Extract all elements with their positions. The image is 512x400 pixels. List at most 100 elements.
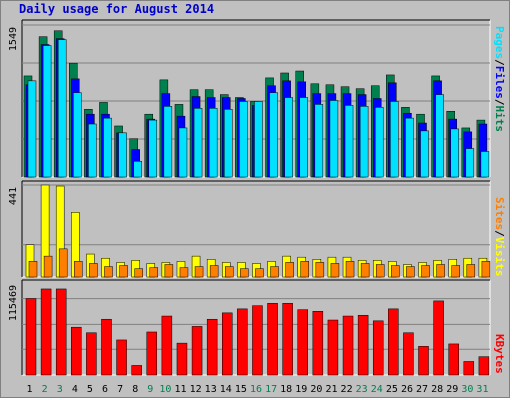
kbytes-bar-27 [418, 346, 429, 376]
kbytes-bar-24 [372, 320, 384, 376]
kbytes-bar-5 [86, 332, 97, 376]
day-label-6: 6 [102, 384, 108, 395]
kbytes-bar-1 [25, 298, 37, 376]
pages-bar-2 [42, 45, 52, 178]
sites-bar-2 [43, 255, 53, 278]
sites-bar-28 [436, 264, 445, 278]
sites-bar-1 [28, 261, 38, 278]
sites-bar-27 [421, 265, 430, 278]
day-label-19: 19 [295, 384, 307, 395]
pages-bar-31 [480, 151, 490, 178]
day-label-27: 27 [416, 384, 428, 395]
kbytes-bar-6 [101, 318, 112, 376]
chart-title: Daily usage for August 2014 [19, 2, 215, 16]
day-label-3: 3 [57, 384, 63, 395]
sites-bar-29 [451, 265, 460, 278]
day-label-21: 21 [325, 384, 337, 395]
sites-bar-20 [315, 262, 325, 278]
day-label-7: 7 [117, 384, 123, 395]
sites-bar-17 [270, 266, 279, 278]
kbytes-bar-26 [403, 332, 414, 376]
hits-legend: Pages/Files/Hits [493, 26, 506, 132]
sites-bar-31 [481, 261, 491, 278]
legend-files: Files [493, 66, 506, 99]
day-label-29: 29 [446, 384, 458, 395]
sites-bar-15 [240, 268, 249, 278]
kbytes-bar-28 [433, 300, 444, 376]
day-label-30: 30 [461, 384, 473, 395]
pages-bar-30 [465, 148, 475, 178]
day-label-24: 24 [371, 384, 383, 395]
panel-visits-bg [22, 181, 490, 277]
kbytes-bar-21 [327, 319, 339, 376]
pages-bar-6 [103, 117, 112, 178]
day-label-26: 26 [401, 384, 413, 395]
kbytes-bar-4 [71, 326, 82, 376]
day-label-9: 9 [147, 384, 153, 395]
kbytes-y-max-label: 115469 [8, 285, 19, 321]
sites-bar-4 [74, 261, 83, 278]
kbytes-bar-29 [448, 343, 459, 376]
day-label-22: 22 [341, 384, 353, 395]
pages-bar-7 [118, 132, 127, 178]
kbytes-bar-3 [55, 288, 67, 376]
pages-bar-23 [359, 106, 369, 178]
pages-bar-12 [193, 108, 203, 178]
pages-bar-19 [299, 97, 308, 178]
pages-bar-26 [405, 117, 414, 178]
sites-bar-6 [104, 266, 113, 278]
kbytes-bar-17 [267, 303, 278, 376]
pages-bar-18 [284, 97, 293, 178]
day-label-23: 23 [356, 384, 368, 395]
pages-bar-9 [148, 119, 158, 178]
day-label-5: 5 [87, 384, 93, 395]
pages-bar-21 [329, 100, 339, 178]
kbytes-bar-22 [342, 315, 354, 376]
pages-bar-10 [163, 106, 173, 178]
day-label-11: 11 [174, 384, 186, 395]
sites-bar-22 [345, 261, 355, 278]
day-label-17: 17 [265, 384, 277, 395]
legend-sep: / [493, 99, 506, 106]
pages-bar-15 [239, 101, 248, 178]
pages-bar-4 [73, 92, 82, 178]
pages-bar-3 [57, 39, 67, 178]
legend-pages: Pages [493, 26, 506, 59]
sites-bar-30 [466, 264, 476, 278]
pages-bar-20 [314, 104, 324, 178]
kbytes-bar-19 [297, 309, 308, 376]
day-label-1: 1 [27, 384, 33, 395]
kbytes-bar-13 [206, 318, 218, 376]
day-label-31: 31 [476, 384, 488, 395]
pages-bar-16 [254, 101, 263, 178]
kbytes-bar-31 [478, 356, 490, 376]
sites-bar-13 [209, 265, 219, 278]
kbytes-legend: KBytes [493, 334, 506, 374]
day-label-15: 15 [235, 384, 247, 395]
day-label-8: 8 [132, 384, 138, 395]
kbytes-bar-2 [40, 288, 52, 376]
sites-bar-26 [406, 266, 415, 278]
pages-bar-28 [435, 94, 444, 178]
sites-bar-11 [179, 267, 189, 278]
day-label-13: 13 [205, 384, 217, 395]
legend-sites: Sites [493, 197, 506, 230]
kbytes-bar-20 [312, 311, 324, 376]
kbytes-bar-9 [146, 331, 158, 376]
kbytes-bar-11 [176, 342, 188, 376]
pages-bar-17 [269, 92, 278, 178]
legend-kbytes: KBytes [493, 334, 506, 374]
sites-bar-5 [89, 263, 98, 278]
sites-bar-7 [119, 265, 128, 278]
day-label-10: 10 [159, 384, 171, 395]
pages-bar-27 [420, 130, 429, 178]
pages-bar-24 [374, 107, 384, 178]
legend-visits: Visits [493, 237, 506, 277]
day-label-18: 18 [280, 384, 292, 395]
kbytes-bar-25 [388, 308, 399, 376]
pages-bar-25 [390, 101, 399, 178]
sites-bar-19 [300, 261, 309, 278]
kbytes-bar-10 [161, 315, 173, 376]
day-label-4: 4 [72, 384, 78, 395]
